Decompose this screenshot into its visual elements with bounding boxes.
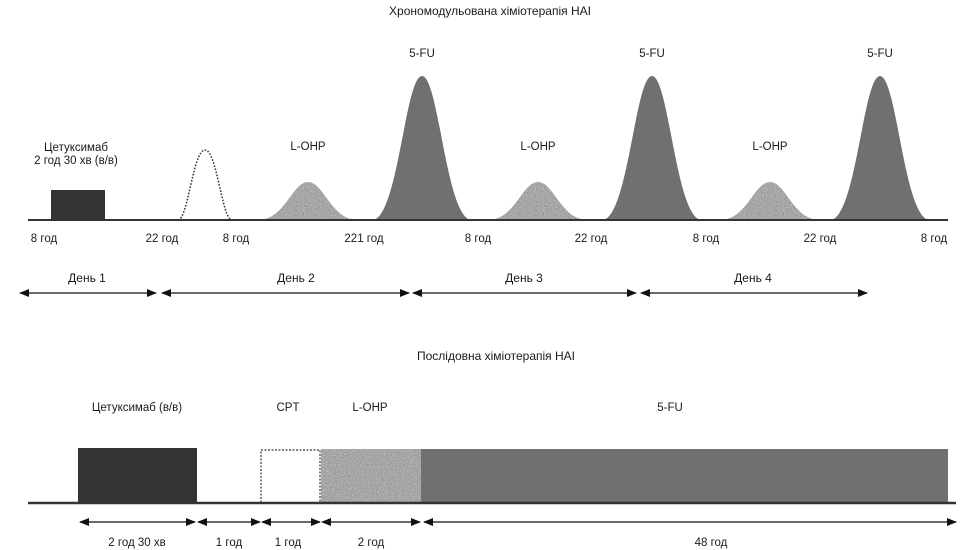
chrono-title: Хрономодульована хіміотерапія НАІ: [389, 4, 591, 18]
sequential-cetuximab-block: [78, 448, 197, 503]
chrono-fu-label-1: 5-FU: [409, 48, 435, 60]
chrono-cetuximab-label-line1: Цетуксимаб: [44, 142, 108, 154]
chrono-time-label: 221 год: [344, 233, 383, 245]
sequential-cpt-block: [260, 449, 321, 504]
chrono-day-label-4: День 4: [734, 271, 772, 285]
sequential-duration-label: 1 год: [216, 537, 243, 549]
sequential-duration-label: 48 год: [695, 537, 728, 549]
sequential-duration-label: 2 год: [358, 537, 385, 549]
chrono-dotted-peak: [177, 149, 233, 221]
chrono-time-label: 22 год: [146, 233, 179, 245]
chrono-time-label: 8 год: [921, 233, 948, 245]
sequential-duration-label: 2 год 30 хв: [108, 537, 165, 549]
chrono-fu-peak-2: [602, 76, 702, 220]
sequential-fu-label: 5-FU: [657, 402, 683, 414]
sequential-oxali-label: L-OHP: [352, 402, 387, 414]
chrono-time-label: 22 год: [575, 233, 608, 245]
sequential-duration-label: 1 год: [275, 537, 302, 549]
chrono-cetuximab-label-line2: 2 год 30 хв (в/в): [34, 155, 118, 167]
sequential-fu-block: [421, 449, 948, 503]
chrono-fu-label-3: 5-FU: [867, 48, 893, 60]
chrono-oxali-peak-2: [488, 182, 588, 220]
chrono-day-label-1: День 1: [68, 271, 106, 285]
chrono-time-label: 8 год: [465, 233, 492, 245]
chrono-oxali-peak-1: [258, 182, 358, 220]
chrono-fu-label-2: 5-FU: [639, 48, 665, 60]
sequential-cpt-label: CPT: [277, 402, 300, 414]
sequential-cetuximab-label: Цетуксимаб (в/в): [92, 402, 182, 414]
chrono-time-label: 8 год: [693, 233, 720, 245]
chrono-oxali-label-2: L-OHP: [520, 141, 555, 153]
chrono-oxali-label-1: L-OHP: [290, 141, 325, 153]
chrono-fu-peak-1: [372, 76, 472, 220]
chrono-time-label: 22 год: [804, 233, 837, 245]
chrono-oxali-peak-3: [720, 182, 820, 220]
chrono-fu-peak-3: [830, 76, 930, 220]
chrono-time-label: 8 год: [223, 233, 250, 245]
chrono-time-label: 8 год: [31, 233, 58, 245]
sequential-oxali-block: [321, 449, 421, 503]
chrono-oxali-label-3: L-OHP: [752, 141, 787, 153]
chrono-day-label-2: День 2: [277, 271, 315, 285]
chrono-day-label-3: День 3: [505, 271, 543, 285]
chrono-cetuximab-block: [51, 190, 105, 220]
sequential-title: Послідовна хіміотерапія НАІ: [417, 349, 575, 363]
